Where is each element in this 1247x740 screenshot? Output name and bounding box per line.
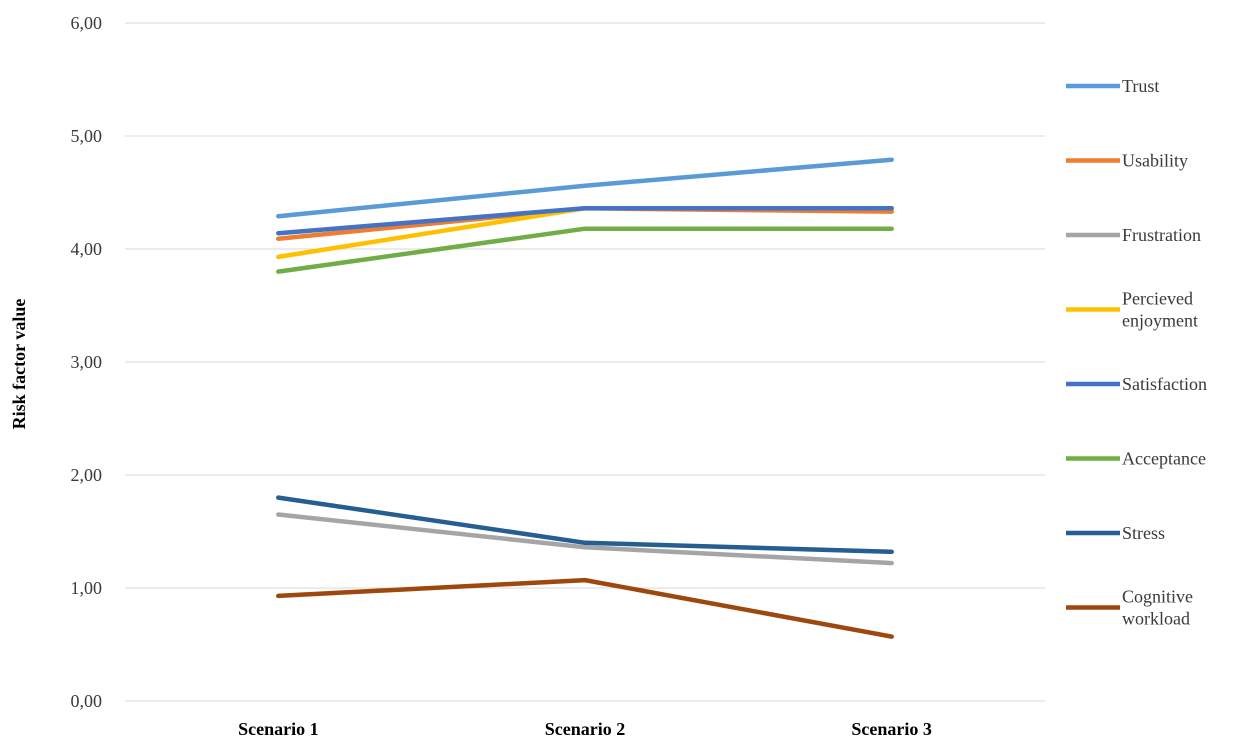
legend-item: Usability [1066, 151, 1188, 171]
y-tick-label: 3,00 [71, 352, 103, 372]
y-tick-label: 0,00 [71, 691, 103, 711]
legend: Trust Usability Frustration Percieved enjoym… [1066, 76, 1207, 629]
legend-label: Percieved enjoyment [1122, 289, 1198, 331]
legend-item: Acceptance [1066, 449, 1206, 469]
y-tick-label: 6,00 [71, 13, 103, 33]
y-tick-label: 4,00 [71, 239, 103, 259]
x-category-label: Scenario 3 [851, 719, 932, 739]
x-category-label: Scenario 1 [238, 719, 319, 739]
legend-item: Percieved enjoyment [1066, 289, 1198, 331]
legend-label: Cognitive workload [1122, 587, 1193, 629]
series-line-satisfaction [276, 206, 894, 236]
y-tick-label: 2,00 [71, 465, 103, 485]
legend-label: Satisfaction [1122, 374, 1207, 394]
series-line-acceptance [276, 226, 894, 274]
legend-label: Acceptance [1122, 449, 1206, 469]
y-axis-ticks: 0,00 1,00 2,00 3,00 4,00 5,00 6,00 [71, 13, 103, 711]
legend-label: Stress [1122, 523, 1165, 543]
y-tick-label: 1,00 [71, 578, 103, 598]
legend-label: Trust [1122, 76, 1159, 96]
legend-label: Usability [1122, 151, 1188, 171]
legend-label: Frustration [1122, 225, 1201, 245]
legend-item: Cognitive workload [1066, 587, 1193, 629]
series-line-percieved-enjoyment [276, 206, 894, 260]
legend-item: Satisfaction [1066, 374, 1207, 394]
x-axis-categories: Scenario 1 Scenario 2 Scenario 3 [238, 719, 932, 739]
series-line-cognitive-workload [276, 577, 894, 639]
series-lines [276, 157, 894, 639]
y-tick-label: 5,00 [71, 126, 103, 146]
x-category-label: Scenario 2 [545, 719, 626, 739]
legend-item: Stress [1066, 523, 1165, 543]
series-line-frustration [276, 512, 894, 566]
gridlines [125, 22, 1045, 702]
series-line-trust [276, 157, 894, 219]
y-axis-title: Risk factor value [9, 299, 29, 430]
legend-item: Trust [1066, 76, 1159, 96]
series-line-stress [276, 495, 894, 555]
legend-item: Frustration [1066, 225, 1201, 245]
